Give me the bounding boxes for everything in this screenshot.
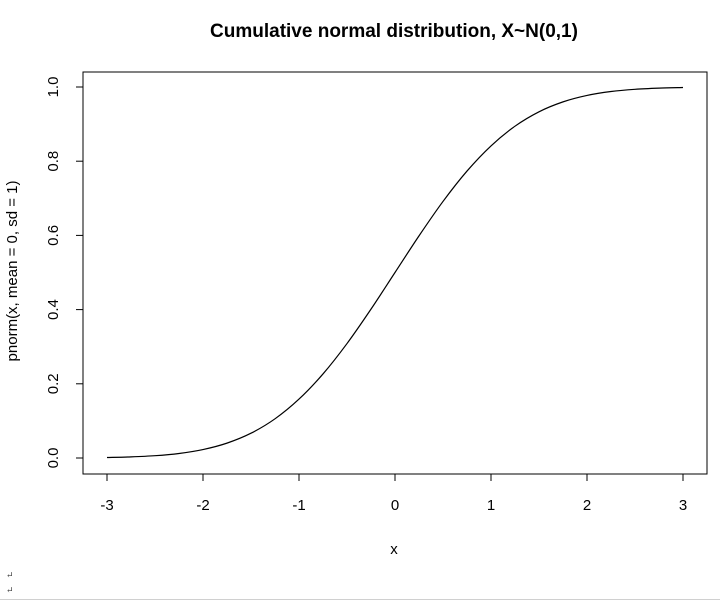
x-tick-label: 3 [679,497,687,514]
y-axis: 0.0 0.2 0.4 0.6 0.8 1.0 [45,77,83,469]
bottom-rule [0,599,720,600]
y-tick-label: 0.8 [45,151,62,172]
paragraph-mark: ↵ [6,586,14,596]
paragraph-mark: ↵ [6,571,14,581]
y-tick-label: 0.6 [45,225,62,246]
chart-title: Cumulative normal distribution, X~N(0,1) [210,21,578,42]
x-tick-label: 2 [583,497,591,514]
y-tick-label: 0.0 [45,448,62,469]
x-tick-label: -3 [100,497,113,514]
y-tick-label: 0.4 [45,299,62,320]
x-tick-label: -1 [292,497,305,514]
y-tick-label: 1.0 [45,77,62,98]
x-tick-label: -2 [196,497,209,514]
y-axis-label: pnorm(x, mean = 0, sd = 1) [4,181,21,362]
series-line [106,86,684,459]
x-tick-label: 0 [391,497,399,514]
x-axis-label: x [390,541,398,558]
x-axis: -3 -2 -1 0 1 2 3 [100,474,687,514]
x-tick-label: 1 [487,497,495,514]
y-tick-label: 0.2 [45,373,62,394]
